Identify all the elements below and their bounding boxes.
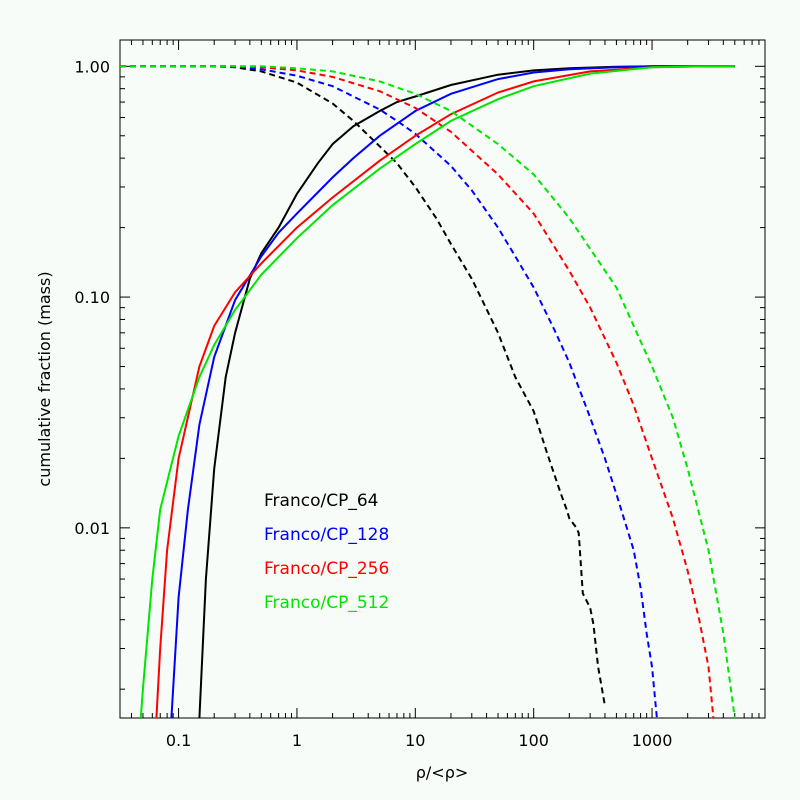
legend-entry-3: Franco/CP_256: [264, 559, 389, 579]
series-line-dashed-2: [120, 65, 658, 718]
x-tick-label: 1000: [632, 731, 673, 750]
y-tick-label: 0.10: [74, 288, 110, 307]
series-layer: [120, 65, 736, 718]
x-tick-label: 1: [292, 731, 302, 750]
legend-entry-1: Franco/CP_64: [264, 491, 378, 511]
y-tick-label: 0.01: [74, 519, 110, 538]
x-axis-label: ρ/<ρ>: [416, 763, 469, 782]
legend-entry-4: Franco/CP_512: [264, 593, 389, 613]
series-line-dashed-3: [120, 65, 715, 718]
legend: Franco/CP_64 Franco/CP_128 Franco/CP_256 Fr…: [264, 491, 389, 613]
series-line-solid-2: [170, 65, 735, 718]
series-line-solid-1: [198, 65, 735, 718]
series-line-solid-3: [155, 65, 735, 718]
series-line-dashed-1: [120, 65, 606, 706]
x-tick-label: 10: [405, 731, 425, 750]
series-line-dashed-4: [120, 65, 736, 718]
x-axis: 0.1 1 10 100 1000: [130, 40, 766, 750]
series-line-solid-4: [139, 65, 735, 718]
legend-entry-2: Franco/CP_128: [264, 525, 389, 545]
y-tick-label: 1.00: [74, 57, 110, 76]
y-axis-label: cumulative fraction (mass): [35, 271, 54, 486]
y-axis: 1.00 0.10 0.01: [74, 57, 765, 690]
x-tick-label: 100: [518, 731, 549, 750]
plot-frame: [119, 39, 766, 719]
x-tick-label: 0.1: [166, 731, 191, 750]
